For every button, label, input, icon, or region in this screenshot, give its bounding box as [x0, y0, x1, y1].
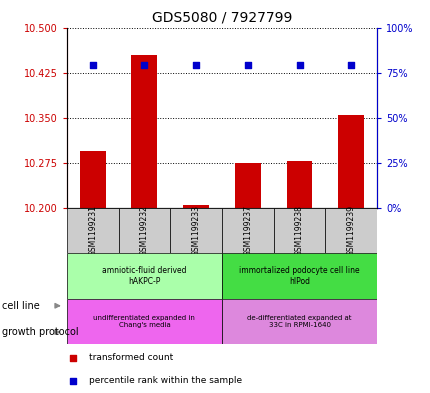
Bar — [170, 208, 221, 253]
Text: growth protocol: growth protocol — [2, 327, 79, 337]
Text: GSM1199231: GSM1199231 — [88, 206, 97, 256]
Text: immortalized podocyte cell line
hIPod: immortalized podocyte cell line hIPod — [239, 266, 359, 286]
Point — [295, 62, 302, 69]
Bar — [67, 253, 221, 299]
Bar — [234, 163, 260, 208]
Bar — [67, 208, 118, 253]
Bar — [221, 253, 376, 299]
Point — [141, 62, 147, 69]
Point — [244, 62, 251, 69]
Bar — [118, 208, 170, 253]
Text: GSM1199232: GSM1199232 — [140, 206, 148, 256]
Point — [69, 354, 76, 361]
Bar — [221, 299, 376, 344]
Point — [347, 62, 354, 69]
Bar — [80, 151, 105, 208]
Text: percentile rank within the sample: percentile rank within the sample — [88, 376, 241, 385]
Text: amniotic-fluid derived
hAKPC-P: amniotic-fluid derived hAKPC-P — [102, 266, 186, 286]
Point — [69, 378, 76, 384]
Text: undifferentiated expanded in
Chang's media: undifferentiated expanded in Chang's med… — [93, 315, 195, 328]
Bar — [338, 115, 363, 208]
Bar — [131, 55, 157, 208]
Text: GSM1199238: GSM1199238 — [295, 206, 303, 256]
Bar — [221, 208, 273, 253]
Text: de-differentiated expanded at
33C in RPMI-1640: de-differentiated expanded at 33C in RPM… — [247, 315, 351, 328]
Bar — [286, 161, 312, 208]
Text: cell line: cell line — [2, 301, 40, 311]
Text: GSM1199237: GSM1199237 — [243, 206, 252, 256]
Point — [89, 62, 96, 69]
Text: GSM1199233: GSM1199233 — [191, 206, 200, 256]
Bar — [67, 299, 221, 344]
Title: GDS5080 / 7927799: GDS5080 / 7927799 — [151, 11, 292, 25]
Bar — [273, 208, 325, 253]
Bar — [325, 208, 376, 253]
Text: transformed count: transformed count — [88, 353, 172, 362]
Text: GSM1199239: GSM1199239 — [346, 206, 355, 256]
Point — [192, 62, 199, 69]
Bar — [183, 205, 209, 208]
